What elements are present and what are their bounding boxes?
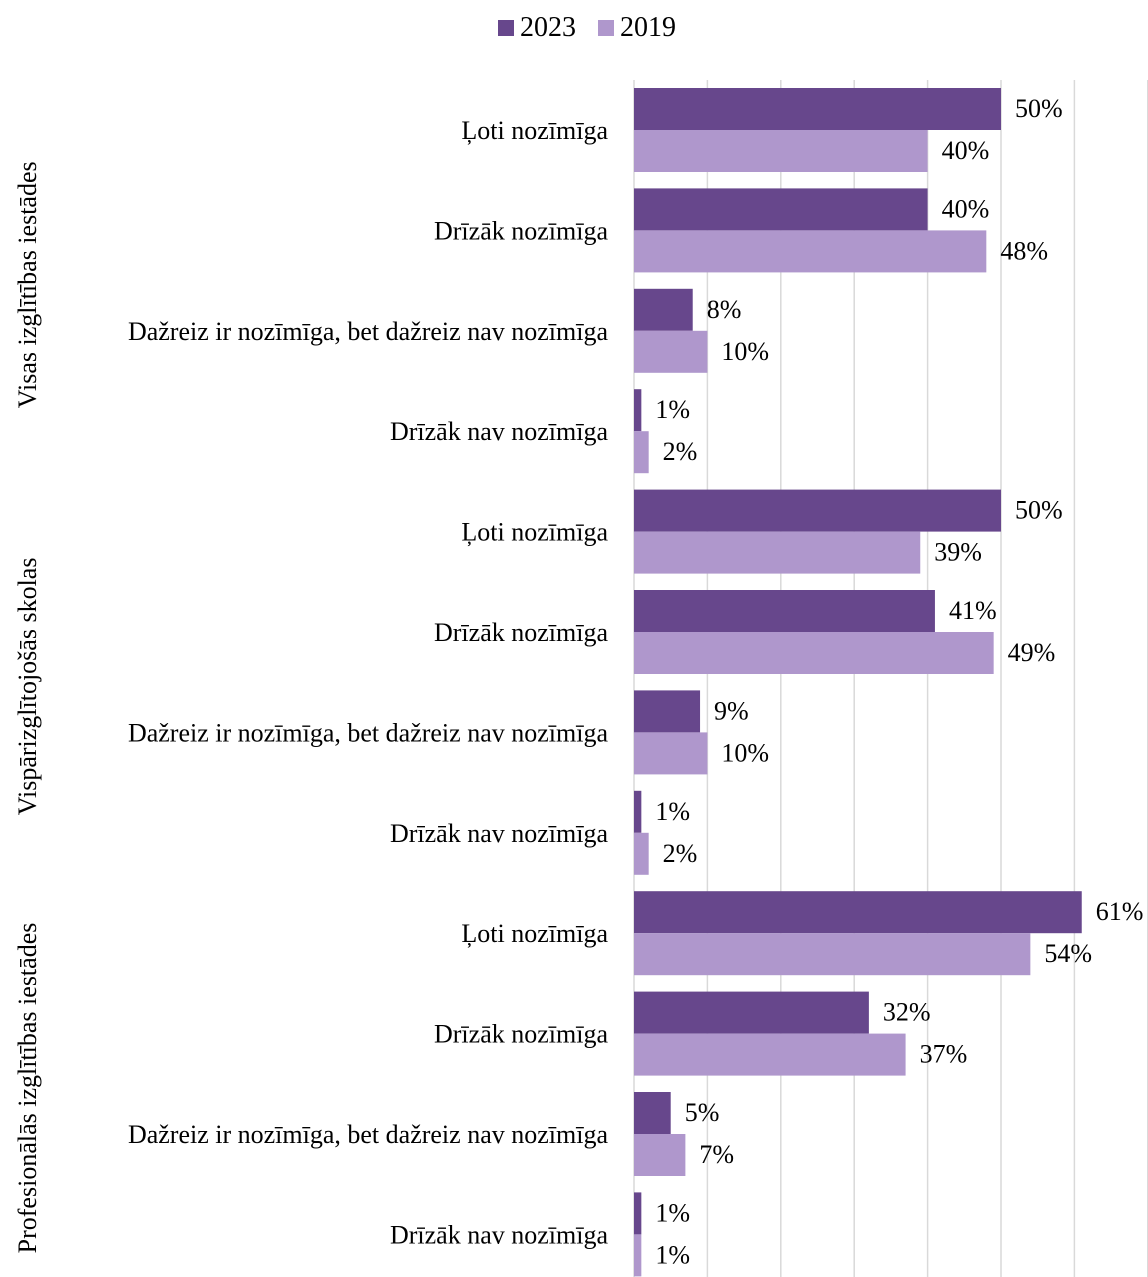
data-label: 1% bbox=[655, 1198, 690, 1227]
bar-2019 bbox=[634, 130, 928, 172]
bars bbox=[634, 88, 1082, 1277]
data-label: 48% bbox=[1000, 236, 1048, 265]
category-label: Dažreiz ir nozīmīga, bet dažreiz nav noz… bbox=[128, 1120, 609, 1149]
data-label: 49% bbox=[1008, 638, 1056, 667]
data-label: 1% bbox=[655, 1240, 690, 1269]
labels: 50% 40% Ļoti nozīmīga 40% 48% Drīzāk nozīmīga… bbox=[13, 94, 1143, 1269]
bar-2019 bbox=[634, 1033, 906, 1076]
bar-2023 bbox=[634, 1092, 671, 1134]
bar-2023 bbox=[634, 1192, 642, 1235]
bar-2019 bbox=[634, 431, 649, 474]
data-label: 5% bbox=[685, 1098, 720, 1127]
legend-swatch-2019 bbox=[598, 20, 614, 36]
category-label: Drīzāk nozīmīga bbox=[434, 618, 608, 647]
bar-2019 bbox=[634, 230, 987, 273]
bar-2023 bbox=[634, 790, 642, 833]
category-label: Drīzāk nav nozīmīga bbox=[390, 1220, 608, 1249]
data-label: 8% bbox=[707, 295, 742, 324]
data-label: 32% bbox=[883, 998, 931, 1027]
group-label: Visas izglītības iestādes bbox=[13, 161, 42, 408]
bar-2019 bbox=[634, 933, 1031, 976]
category-label: Dažreiz ir nozīmīga, bet dažreiz nav noz… bbox=[128, 718, 609, 747]
bar-2019 bbox=[634, 531, 921, 574]
bar-2023 bbox=[634, 88, 1001, 130]
bar-2023 bbox=[634, 891, 1082, 934]
data-label: 40% bbox=[942, 136, 990, 165]
data-label: 37% bbox=[920, 1040, 968, 1069]
data-label: 2% bbox=[663, 437, 698, 466]
data-label: 1% bbox=[655, 797, 690, 826]
group-label: Profesionālās izglītības iestādes bbox=[13, 923, 42, 1254]
data-label: 10% bbox=[721, 738, 769, 767]
category-label: Drīzāk nozīmīga bbox=[434, 1020, 608, 1049]
data-label: 50% bbox=[1015, 94, 1063, 123]
data-label: 41% bbox=[949, 596, 997, 625]
legend-label-2023: 2023 bbox=[520, 12, 576, 43]
bar-2023 bbox=[634, 690, 701, 733]
data-label: 54% bbox=[1044, 939, 1092, 968]
bar-2023 bbox=[634, 389, 642, 432]
bar-2019 bbox=[634, 832, 649, 875]
category-label: Drīzāk nav nozīmīga bbox=[390, 819, 608, 848]
category-label: Ļoti nozīmīga bbox=[461, 116, 608, 145]
data-label: 40% bbox=[942, 194, 990, 223]
bar-2019 bbox=[634, 1234, 642, 1277]
bar-2023 bbox=[634, 188, 928, 231]
group-label: Vispārizglītojošās skolas bbox=[13, 558, 42, 816]
bar-2023 bbox=[634, 991, 869, 1034]
data-label: 39% bbox=[934, 538, 982, 567]
category-label: Drīzāk nav nozīmīga bbox=[390, 417, 608, 446]
category-label: Dažreiz ir nozīmīga, bet dažreiz nav noz… bbox=[128, 317, 609, 346]
legend: 2023 2019 bbox=[498, 12, 676, 43]
category-label: Ļoti nozīmīga bbox=[461, 518, 608, 547]
bar-2019 bbox=[634, 330, 708, 373]
data-label: 2% bbox=[663, 839, 698, 868]
category-label: Drīzāk nozīmīga bbox=[434, 216, 608, 245]
data-label: 9% bbox=[714, 696, 749, 725]
bar-2019 bbox=[634, 632, 994, 674]
bar-2023 bbox=[634, 489, 1001, 532]
category-label: Ļoti nozīmīga bbox=[461, 919, 608, 948]
legend-swatch-2023 bbox=[498, 20, 514, 36]
data-label: 1% bbox=[655, 395, 690, 424]
data-label: 50% bbox=[1015, 496, 1063, 525]
bar-2023 bbox=[634, 288, 693, 331]
legend-label-2019: 2019 bbox=[620, 12, 676, 43]
data-label: 10% bbox=[721, 337, 769, 366]
data-label: 7% bbox=[699, 1140, 734, 1169]
bar-2019 bbox=[634, 732, 708, 775]
bar-2019 bbox=[634, 1134, 686, 1176]
gridlines bbox=[633, 80, 1148, 1277]
data-label: 61% bbox=[1096, 897, 1144, 926]
bar-2023 bbox=[634, 590, 935, 632]
